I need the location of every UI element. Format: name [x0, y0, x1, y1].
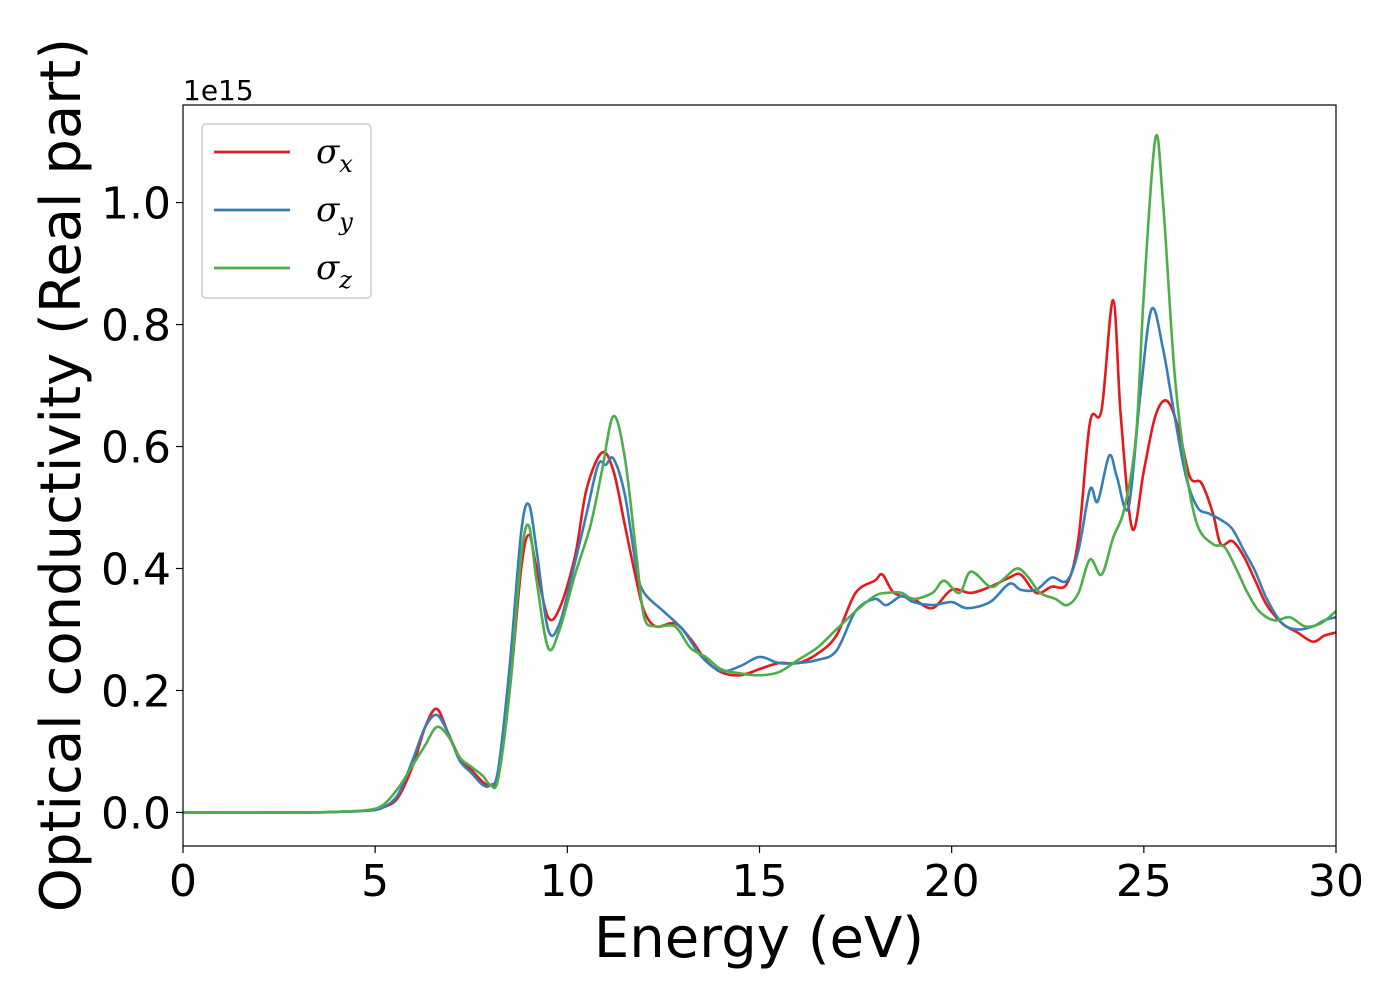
y-tick-label: 0.8	[101, 301, 171, 352]
y-axis-title: Optical conductivity (Real part)	[29, 38, 94, 912]
y-tick-label: 0.6	[101, 423, 171, 474]
y-tick-label: 0.4	[101, 545, 171, 596]
x-tick-label: 25	[1116, 856, 1172, 907]
x-tick-label: 20	[924, 856, 980, 907]
x-tick-label: 30	[1308, 856, 1364, 907]
y-tick-label: 1.0	[101, 179, 171, 230]
plot-frame	[182, 104, 1337, 847]
y-offset-label: 1e15	[183, 74, 254, 107]
x-tick-label: 15	[732, 856, 788, 907]
ticks-layer: 0 5 10 15 20 25 30 0.0 0.2 0.4 0.6 0.8 1.0	[101, 179, 1364, 907]
x-axis-title: Energy (eV)	[594, 906, 924, 971]
y-tick-label: 0.0	[101, 788, 171, 839]
series-layer	[183, 134, 1336, 814]
series-line-y	[183, 306, 1336, 814]
x-tick-label: 5	[361, 856, 389, 907]
series-line-z	[183, 134, 1336, 814]
y-tick-label: 0.2	[101, 666, 171, 717]
x-tick-label: 0	[169, 856, 197, 907]
series-line-x	[183, 298, 1336, 814]
x-tick-label: 10	[539, 856, 595, 907]
